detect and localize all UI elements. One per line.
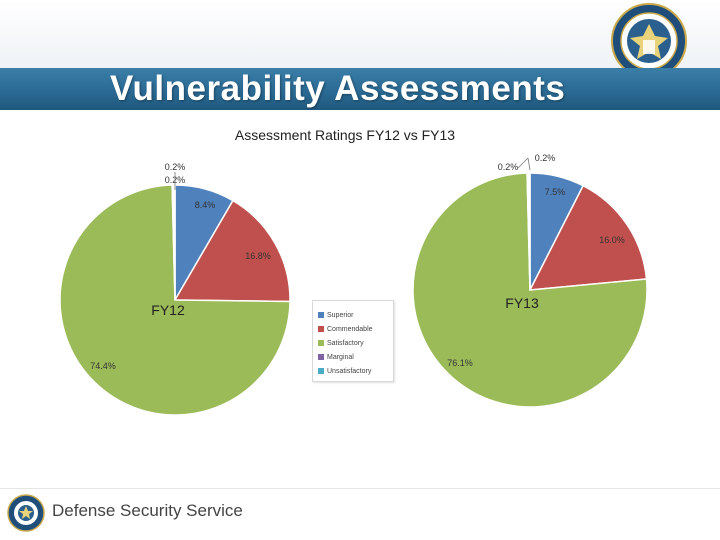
legend-label-superior: Superior — [327, 312, 354, 319]
footer-org-name: Defense Security Service — [52, 501, 243, 520]
chart-title: Assessment Ratings FY12 vs FY13 — [235, 127, 455, 143]
legend-swatch-superior — [318, 312, 324, 319]
legend-item-superior: Superior — [318, 310, 353, 321]
dss-seal-icon — [611, 3, 687, 79]
chart-area: Assessment Ratings FY12 vs FY13 8.4% 16.8… — [59, 127, 648, 416]
legend-swatch-satisfactory — [318, 340, 324, 347]
fy13-label-superior: 7.5% — [545, 187, 566, 197]
legend-item-satisfactory: Satisfactory — [318, 338, 364, 349]
legend-item-commendable: Commendable — [318, 324, 373, 335]
slide-title: Vulnerability Assessments — [110, 69, 566, 108]
legend-item-unsatisfactory: Unsatisfactory — [318, 366, 371, 377]
fy12-slice-commendable — [173, 199, 291, 303]
fy13-label-satisfactory: 76.1% — [447, 358, 473, 368]
header-band — [0, 0, 720, 68]
fy13-label-commendable: 16.0% — [599, 235, 625, 245]
fy12-label-commendable: 16.8% — [245, 251, 271, 261]
leader-line — [517, 157, 529, 169]
fy12-slice-satisfactory — [59, 184, 291, 416]
fy13-slice-unsatisfactory — [527, 172, 531, 291]
legend-label-marginal: Marginal — [327, 354, 354, 361]
fy13-label-unsatisfactory: 0.2% — [498, 162, 519, 172]
fy12-label-superior: 8.4% — [195, 200, 216, 210]
legend-label-commendable: Commendable — [327, 326, 373, 333]
fy13-pie-title: FY13 — [505, 295, 539, 311]
title-bar: Vulnerability Assessments — [0, 68, 720, 110]
legend-swatch-unsatisfactory — [318, 368, 324, 375]
legend-swatch-commendable — [318, 326, 324, 333]
legend-swatch-marginal — [318, 354, 324, 361]
chart-legend: Superior Commendable Satisfactory Margin… — [312, 300, 394, 382]
leader-line — [527, 157, 531, 171]
legend-label-unsatisfactory: Unsatisfactory — [327, 368, 372, 375]
dss-logo-icon — [7, 494, 45, 532]
footer-divider — [0, 488, 720, 489]
fy13-slice-satisfactory — [412, 172, 648, 408]
legend-item-marginal: Marginal — [318, 352, 354, 363]
legend-label-satisfactory: Satisfactory — [327, 340, 364, 347]
fy13-slice-commendable — [528, 184, 648, 291]
fy12-label-marginal: 0.2% — [165, 162, 186, 172]
fy12-label-satisfactory: 74.4% — [90, 361, 116, 371]
fy13-label-marginal: 0.2% — [535, 153, 556, 163]
fy12-pie-title: FY12 — [151, 302, 185, 318]
